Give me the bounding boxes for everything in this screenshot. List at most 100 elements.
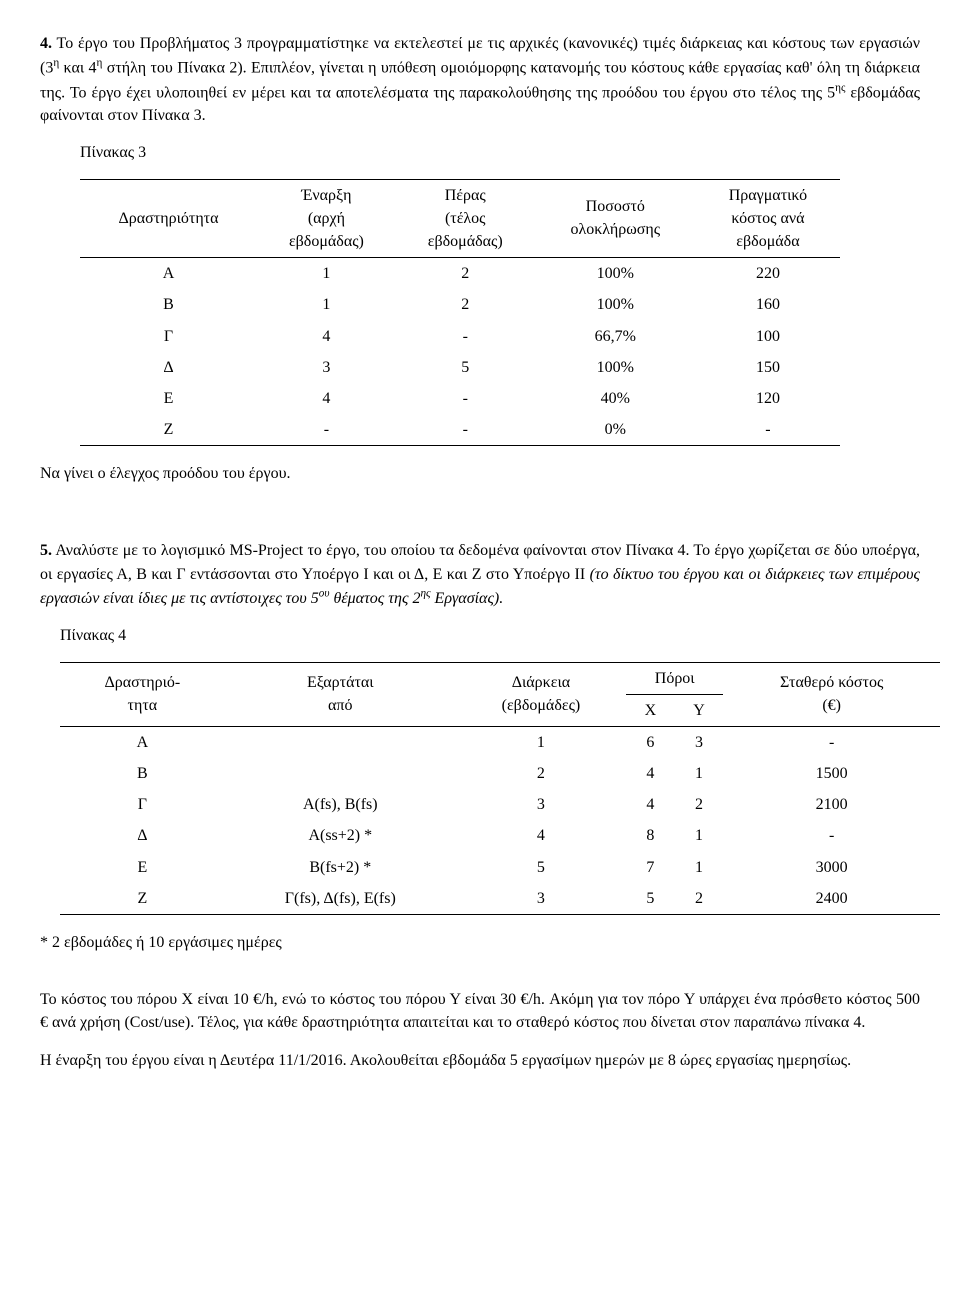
p5-lead: 5. [40,542,52,559]
table-row: Ζ--0%- [80,414,840,446]
p5-it3: Εργασίας). [431,590,504,607]
cell: Δ [60,820,225,851]
table-row: ΖΓ(fs), Δ(fs), E(fs)3522400 [60,883,940,915]
table-row: Β2411500 [60,758,940,789]
cell: Ε [60,852,225,883]
cell: 4 [456,820,626,851]
cell: 2 [396,258,535,290]
cell: 3 [456,789,626,820]
t4-h-dep: Εξαρτάται από [225,662,456,726]
cell: 3000 [723,852,940,883]
cell: 2 [675,789,724,820]
cell: 0% [535,414,696,446]
t4-h-res: Πόροι [626,662,723,694]
t3-h-pct: Ποσοστό ολοκλήρωσης [535,179,696,258]
cell: 66,7% [535,321,696,352]
cell: 2 [675,883,724,915]
cell: - [723,820,940,851]
cell: 5 [456,852,626,883]
table-row: Δ35100%150 [80,352,840,383]
cell: 2 [456,758,626,789]
table-row: Α12100%220 [80,258,840,290]
cell: 1 [675,852,724,883]
cell: 120 [696,383,840,414]
t3-h-end: Πέρας (τέλος εβδομάδας) [396,179,535,258]
cell: Β [60,758,225,789]
cell: 2400 [723,883,940,915]
cell: Β [80,289,257,320]
p5-sup1: ου [319,588,330,600]
table-4: Δραστηριό- τητα Εξαρτάται από Διάρκεια (… [60,662,940,916]
cell: 5 [626,883,675,915]
t4-footnote: * 2 εβδομάδες ή 10 εργάσιμες ημέρες [40,931,920,954]
cell: 7 [626,852,675,883]
cell: Ε [80,383,257,414]
cell: 100% [535,352,696,383]
p4-mid1: και 4 [59,60,96,77]
cell: 4 [257,321,396,352]
table-row: ΓA(fs), B(fs)3422100 [60,789,940,820]
t3-h-start: Έναρξη (αρχή εβδομάδας) [257,179,396,258]
t4-h-dur: Διάρκεια (εβδομάδες) [456,662,626,726]
cell: - [696,414,840,446]
cell: 2 [396,289,535,320]
cell: 1 [675,758,724,789]
cell: 40% [535,383,696,414]
cell: 1 [257,289,396,320]
table-row: Ε4-40%120 [80,383,840,414]
paragraph-7: Η έναρξη του έργου είναι η Δευτέρα 11/1/… [40,1049,920,1072]
t3-h-cost: Πραγματικό κόστος ανά εβδομάδα [696,179,840,258]
cell: - [396,414,535,446]
cell: Δ [80,352,257,383]
t4-h-fc: Σταθερό κόστος (€) [723,662,940,726]
paragraph-4b: Να γίνει ο έλεγχος προόδου του έργου. [40,462,920,485]
t3-h-activity: Δραστηριότητα [80,179,257,258]
cell: Α [80,258,257,290]
cell: 3 [456,883,626,915]
paragraph-5: 5. Αναλύστε με το λογισμικό MS-Project τ… [40,539,920,610]
cell: Ζ [60,883,225,915]
cell: 3 [675,726,724,758]
table4-title: Πίνακας 4 [60,624,920,647]
table-row: ΕB(fs+2) *5713000 [60,852,940,883]
cell: 160 [696,289,840,320]
cell: 150 [696,352,840,383]
p5-sup2: ης [420,588,430,600]
paragraph-4: 4. Το έργο του Προβλήματος 3 προγραμματί… [40,32,920,127]
cell: Γ [60,789,225,820]
cell: A(ss+2) * [225,820,456,851]
cell: Γ(fs), Δ(fs), E(fs) [225,883,456,915]
t4-h-x: X [626,694,675,726]
cell: 1 [257,258,396,290]
cell [225,726,456,758]
cell: B(fs+2) * [225,852,456,883]
cell: A(fs), B(fs) [225,789,456,820]
table-row: Γ4-66,7%100 [80,321,840,352]
cell: 4 [257,383,396,414]
cell: 1 [456,726,626,758]
p4-mid2: στήλη του Πίνακα 2). Επιπλέον, γίνεται η… [40,60,920,102]
cell: 4 [626,789,675,820]
t4-h-act: Δραστηριό- τητα [60,662,225,726]
p4-lead: 4. [40,35,52,52]
p5-it2: θέματος της 2 [329,590,420,607]
cell: 1 [675,820,724,851]
p4-sup3: ης [835,82,845,94]
cell: 220 [696,258,840,290]
cell: 100% [535,289,696,320]
cell: 100% [535,258,696,290]
table-3: Δραστηριότητα Έναρξη (αρχή εβδομάδας) Πέ… [80,179,840,447]
cell [225,758,456,789]
cell: - [723,726,940,758]
cell: 3 [257,352,396,383]
paragraph-6: Το κόστος του πόρου Χ είναι 10 €/h, ενώ … [40,988,920,1034]
cell: 6 [626,726,675,758]
cell: Α [60,726,225,758]
cell: 1500 [723,758,940,789]
cell: - [396,321,535,352]
cell: 8 [626,820,675,851]
cell: - [257,414,396,446]
table-row: Α 163- [60,726,940,758]
table3-title: Πίνακας 3 [80,141,920,164]
cell: Ζ [80,414,257,446]
